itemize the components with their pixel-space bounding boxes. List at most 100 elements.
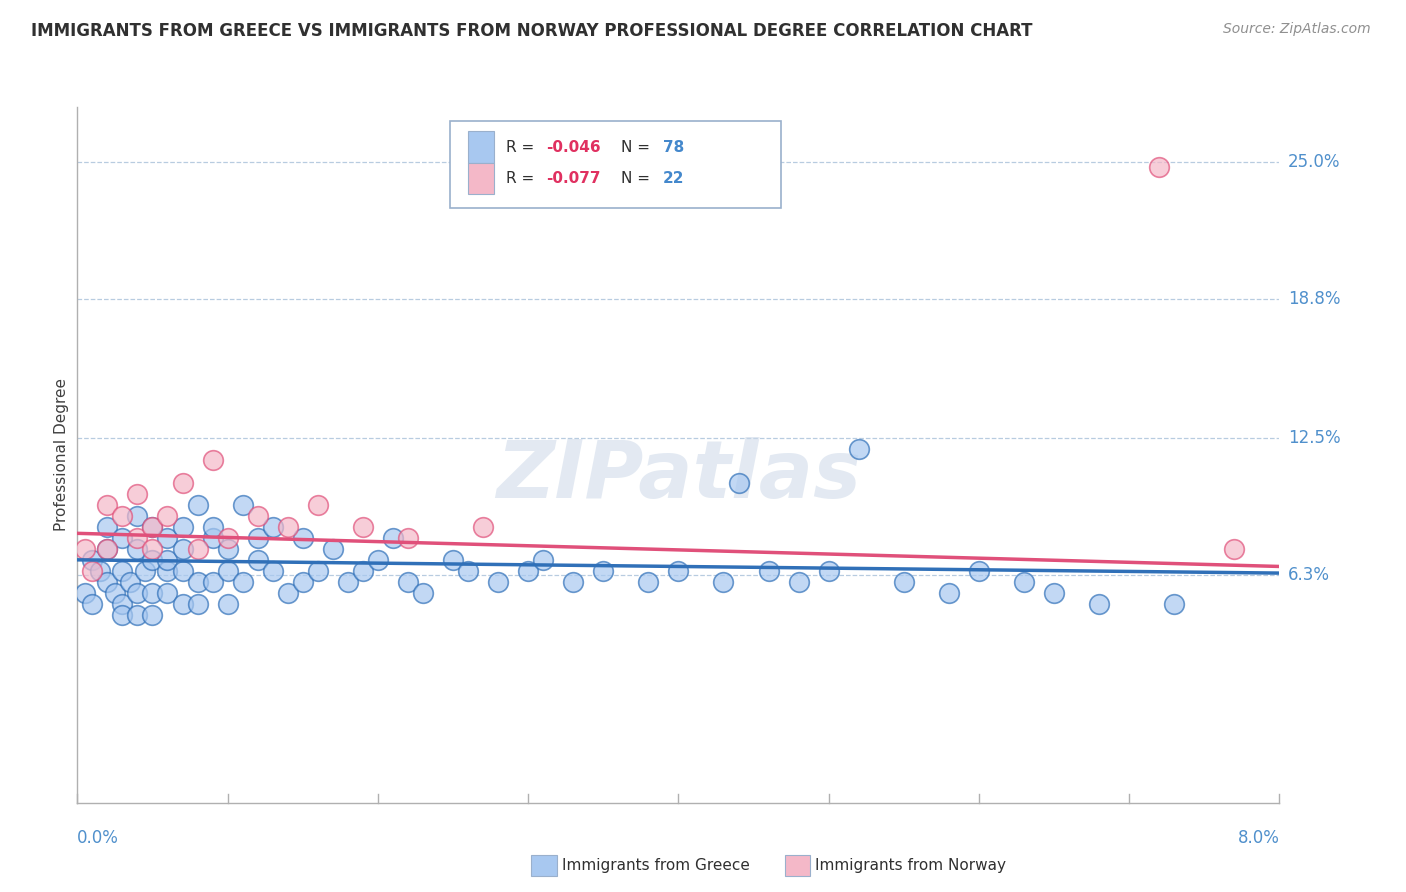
- Point: [141, 608, 163, 623]
- Point: [127, 486, 149, 500]
- Point: [562, 574, 585, 589]
- Point: [817, 564, 839, 578]
- Text: ZIPatlas: ZIPatlas: [496, 437, 860, 515]
- Point: [758, 564, 780, 578]
- Point: [592, 564, 614, 578]
- FancyBboxPatch shape: [468, 131, 495, 162]
- Text: 18.8%: 18.8%: [1288, 290, 1340, 309]
- Point: [457, 564, 479, 578]
- Text: N =: N =: [620, 140, 655, 155]
- Text: Immigrants from Greece: Immigrants from Greece: [562, 858, 751, 872]
- Point: [111, 531, 134, 545]
- Point: [118, 574, 141, 589]
- Point: [82, 553, 104, 567]
- Point: [156, 553, 179, 567]
- Point: [201, 519, 224, 533]
- Point: [291, 531, 314, 545]
- Point: [172, 475, 194, 490]
- Point: [96, 498, 118, 512]
- Point: [186, 574, 209, 589]
- Point: [232, 498, 254, 512]
- Point: [668, 564, 690, 578]
- FancyBboxPatch shape: [450, 121, 780, 208]
- Point: [156, 531, 179, 545]
- Text: IMMIGRANTS FROM GREECE VS IMMIGRANTS FROM NORWAY PROFESSIONAL DEGREE CORRELATION: IMMIGRANTS FROM GREECE VS IMMIGRANTS FRO…: [31, 22, 1032, 40]
- Point: [787, 574, 810, 589]
- Text: -0.077: -0.077: [546, 171, 600, 186]
- Point: [127, 531, 149, 545]
- Point: [96, 519, 118, 533]
- Point: [201, 574, 224, 589]
- Point: [277, 519, 299, 533]
- Point: [1012, 574, 1035, 589]
- Text: N =: N =: [620, 171, 655, 186]
- Point: [232, 574, 254, 589]
- Point: [89, 564, 111, 578]
- Point: [848, 442, 870, 457]
- Point: [186, 541, 209, 556]
- Point: [156, 564, 179, 578]
- Point: [172, 597, 194, 611]
- Text: 8.0%: 8.0%: [1237, 830, 1279, 847]
- FancyBboxPatch shape: [468, 162, 495, 194]
- Point: [1088, 597, 1111, 611]
- Point: [127, 586, 149, 600]
- Point: [111, 597, 134, 611]
- Point: [277, 586, 299, 600]
- Point: [336, 574, 359, 589]
- Point: [111, 608, 134, 623]
- Point: [82, 597, 104, 611]
- Text: 25.0%: 25.0%: [1288, 153, 1340, 171]
- Point: [217, 531, 239, 545]
- Point: [111, 508, 134, 523]
- Point: [172, 519, 194, 533]
- Point: [367, 553, 389, 567]
- Point: [262, 564, 284, 578]
- Text: 12.5%: 12.5%: [1288, 429, 1340, 448]
- Point: [104, 586, 127, 600]
- Point: [201, 531, 224, 545]
- Point: [1163, 597, 1185, 611]
- Point: [156, 586, 179, 600]
- Point: [441, 553, 464, 567]
- Point: [713, 574, 735, 589]
- Point: [472, 519, 495, 533]
- Point: [1223, 541, 1246, 556]
- Point: [727, 475, 749, 490]
- Point: [307, 498, 329, 512]
- Point: [96, 574, 118, 589]
- Point: [307, 564, 329, 578]
- Point: [1149, 160, 1171, 174]
- Point: [396, 574, 419, 589]
- Point: [186, 498, 209, 512]
- Point: [73, 586, 96, 600]
- Point: [938, 586, 960, 600]
- Text: 22: 22: [662, 171, 685, 186]
- Point: [246, 508, 269, 523]
- Point: [352, 564, 374, 578]
- Point: [127, 541, 149, 556]
- Point: [82, 564, 104, 578]
- Point: [96, 541, 118, 556]
- Point: [141, 553, 163, 567]
- Point: [381, 531, 404, 545]
- Point: [486, 574, 509, 589]
- Point: [172, 564, 194, 578]
- Point: [127, 608, 149, 623]
- Point: [186, 597, 209, 611]
- Text: R =: R =: [506, 171, 540, 186]
- Point: [96, 541, 118, 556]
- Point: [141, 541, 163, 556]
- Point: [141, 519, 163, 533]
- Point: [412, 586, 434, 600]
- Point: [201, 453, 224, 467]
- Point: [637, 574, 659, 589]
- Point: [217, 597, 239, 611]
- Point: [531, 553, 554, 567]
- Point: [141, 586, 163, 600]
- Point: [322, 541, 344, 556]
- Point: [73, 541, 96, 556]
- Text: Immigrants from Norway: Immigrants from Norway: [815, 858, 1007, 872]
- Point: [156, 508, 179, 523]
- Point: [217, 564, 239, 578]
